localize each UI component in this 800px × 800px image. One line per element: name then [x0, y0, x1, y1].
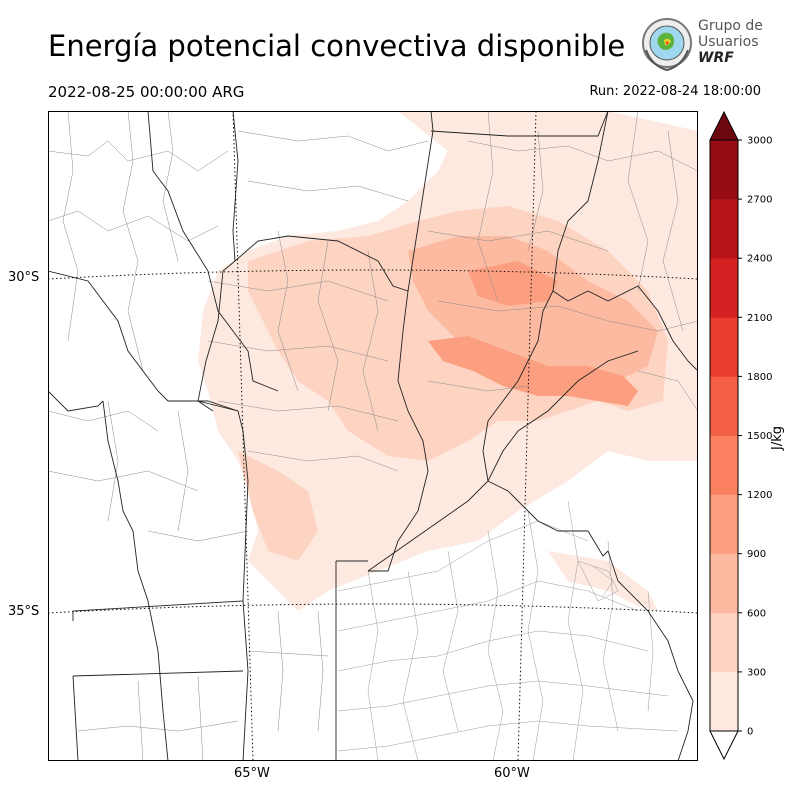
- lon-label-65w: 65°W: [234, 766, 270, 781]
- cape-map: [48, 111, 698, 761]
- meridian-60w: [517, 111, 537, 761]
- cape-level-0-coast: [548, 551, 658, 611]
- map-title: Energía potencial convectiva disponible: [48, 29, 626, 63]
- colorbar-tick-label: 1200: [747, 490, 772, 501]
- logo-wordmark: Grupo de Usuarios WRF: [698, 18, 763, 66]
- parallel-35s: [48, 603, 698, 614]
- colorbar-band: [710, 553, 738, 614]
- valid-time: 2022-08-25 00:00:00 ARG: [48, 83, 245, 101]
- cape-level-3: [428, 336, 638, 406]
- department-boundaries: [48, 111, 698, 761]
- colorbar-tick-label: 900: [747, 549, 766, 560]
- colorbar-band: [710, 376, 738, 436]
- colorbar-tick-label: 3000: [747, 136, 772, 147]
- buenos-aires-partidos: [337, 500, 679, 761]
- map-frame: [48, 111, 698, 761]
- cape-level-1-south: [238, 451, 318, 561]
- globe-seal-icon: [642, 18, 692, 72]
- colorbar-min-arrow: [709, 730, 739, 761]
- colorbar-tick-label: 2100: [747, 313, 772, 324]
- colorbar-unit-label: J/kg: [770, 426, 785, 450]
- run-time: Run: 2022-08-24 18:00:00: [589, 84, 761, 99]
- colorbar-band: [710, 612, 738, 673]
- colorbar-tick-label: 0: [747, 727, 753, 738]
- colorbar-band: [710, 435, 738, 495]
- lon-label-60w: 60°W: [494, 766, 530, 781]
- meridian-65w: [232, 111, 254, 761]
- colorbar-tick-label: 300: [747, 667, 766, 678]
- cape-level-3-north: [468, 261, 558, 306]
- colorbar-band: [710, 140, 738, 200]
- colorbar-band: [710, 494, 738, 554]
- colorbar-tick-label: 1500: [747, 431, 772, 442]
- colorbar-band: [710, 671, 738, 732]
- colorbar-tick-label: 1800: [747, 372, 772, 383]
- wrf-users-group-logo: Grupo de Usuarios WRF: [638, 16, 768, 74]
- colorbar-band: [710, 317, 738, 377]
- colorbar: 0 300 600 900 1200 1500 1800 2100 2400 2700 3000: [709, 111, 772, 761]
- lat-label-35s: 35°S: [8, 604, 40, 619]
- parallel-30s: [48, 269, 698, 280]
- colorbar-tick-label: 600: [747, 608, 766, 619]
- graticule: [48, 111, 698, 761]
- colorbar-tick-label: 2400: [747, 254, 772, 265]
- colorbar-band: [710, 199, 738, 259]
- lat-label-30s: 30°S: [8, 270, 40, 285]
- colorbar-extend-max-arrow: [709, 111, 739, 141]
- cape-shading: [198, 111, 698, 611]
- colorbar-band: [710, 258, 738, 318]
- colorbar-tick-label: 2700: [747, 195, 772, 206]
